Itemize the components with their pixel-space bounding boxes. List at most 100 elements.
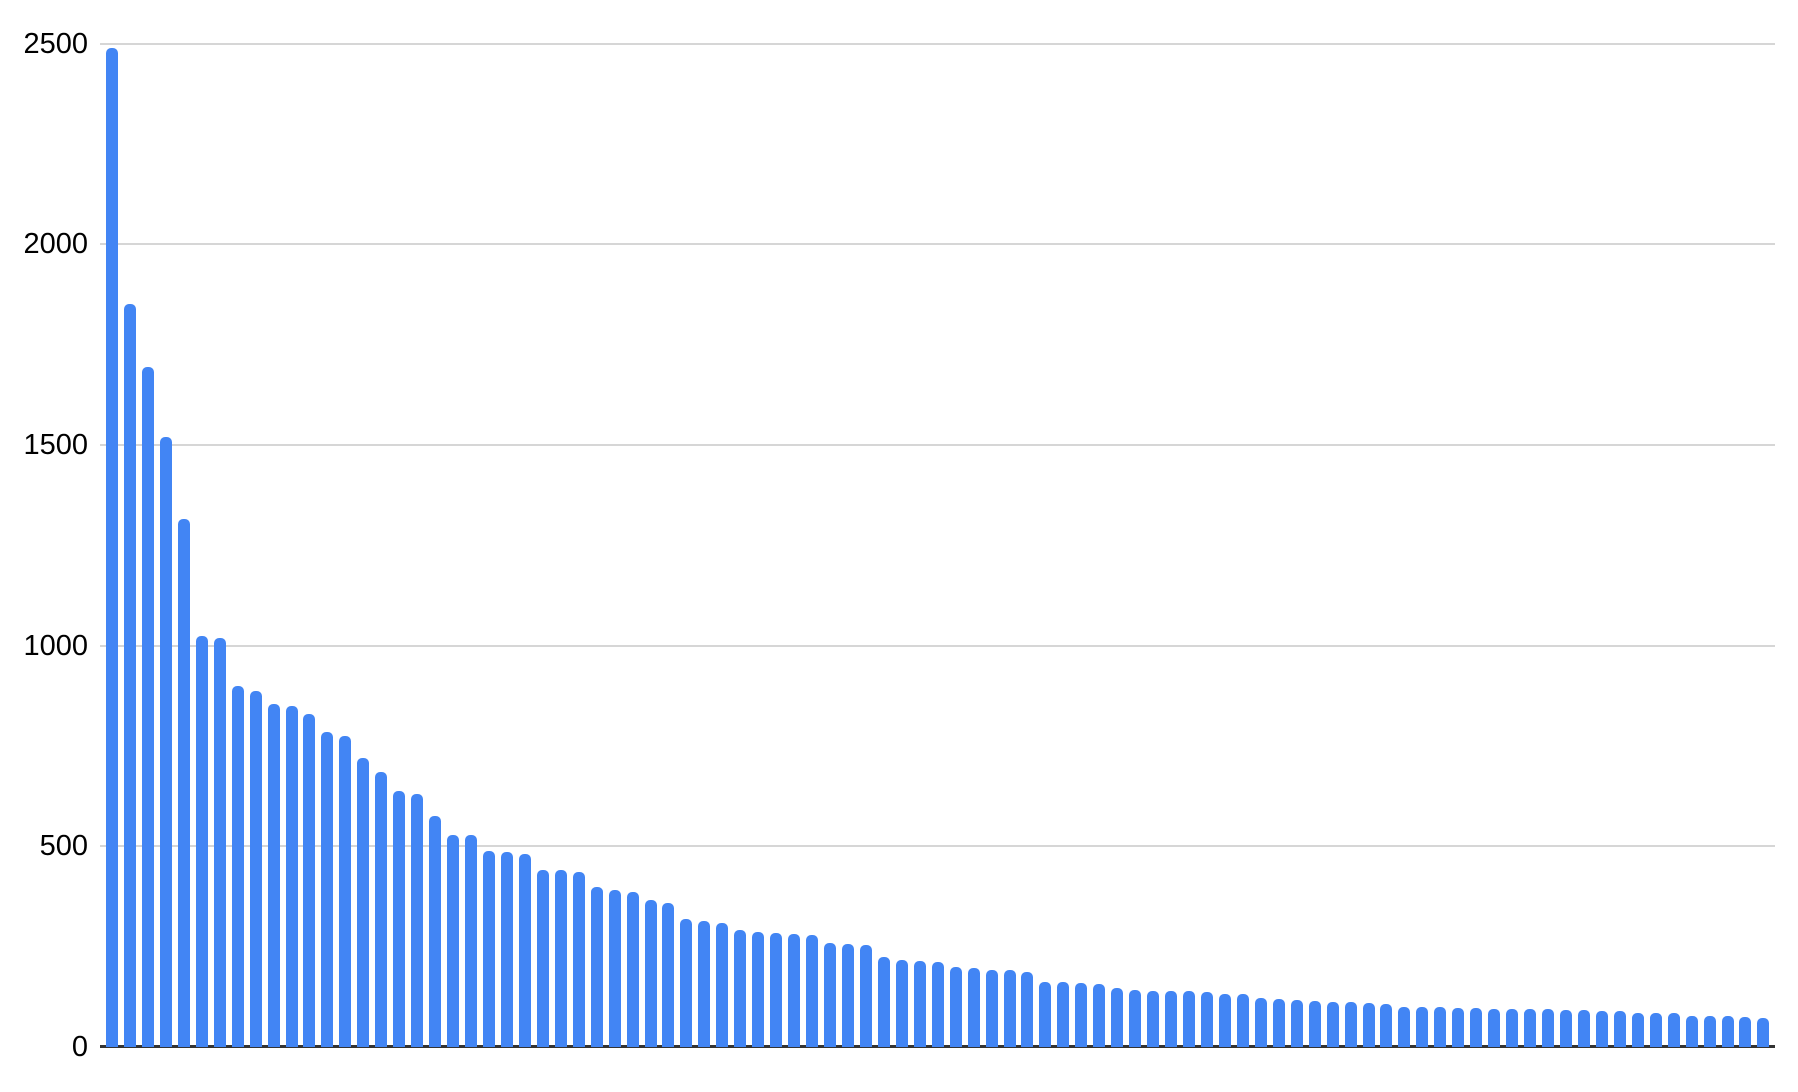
bar bbox=[1147, 990, 1160, 1047]
bar bbox=[267, 703, 280, 1047]
bar bbox=[859, 945, 872, 1047]
bar bbox=[357, 758, 370, 1047]
bar bbox=[770, 933, 783, 1047]
gridline bbox=[100, 845, 1775, 848]
bar bbox=[913, 960, 926, 1047]
bar bbox=[877, 956, 890, 1047]
y-axis: 0 500 1000 1500 2000 2500 bbox=[0, 0, 88, 1092]
bar bbox=[1236, 994, 1249, 1047]
bar bbox=[1613, 1011, 1626, 1047]
bar bbox=[429, 816, 442, 1047]
bar bbox=[572, 872, 585, 1047]
gridline bbox=[100, 243, 1775, 246]
bar bbox=[1470, 1008, 1483, 1047]
bar bbox=[1434, 1007, 1447, 1047]
bar bbox=[1057, 982, 1070, 1047]
bar bbox=[1254, 998, 1267, 1047]
y-axis-tick-label: 1000 bbox=[23, 629, 88, 662]
bar bbox=[231, 685, 244, 1047]
bar bbox=[1739, 1017, 1752, 1047]
bar bbox=[518, 853, 531, 1047]
bar bbox=[536, 869, 549, 1047]
bar bbox=[1631, 1012, 1644, 1047]
bar bbox=[895, 960, 908, 1047]
bar bbox=[375, 771, 388, 1047]
bar bbox=[213, 637, 226, 1047]
bar bbox=[177, 519, 190, 1047]
bar bbox=[141, 366, 154, 1047]
plot-area bbox=[100, 0, 1775, 1048]
y-axis-tick-label: 0 bbox=[71, 1031, 88, 1063]
bar bbox=[644, 900, 657, 1047]
bar bbox=[931, 961, 944, 1047]
bar bbox=[249, 691, 262, 1047]
bar bbox=[1398, 1006, 1411, 1047]
bar bbox=[1757, 1017, 1770, 1047]
bar bbox=[1326, 1001, 1339, 1047]
bar bbox=[1685, 1015, 1698, 1047]
bar bbox=[1183, 991, 1195, 1047]
bar bbox=[1721, 1016, 1734, 1047]
bar bbox=[500, 852, 513, 1047]
bar bbox=[841, 944, 854, 1047]
bar bbox=[967, 968, 980, 1047]
bar bbox=[285, 705, 298, 1047]
bar bbox=[1649, 1013, 1662, 1047]
bar bbox=[106, 47, 118, 1047]
bar bbox=[1308, 1000, 1321, 1047]
gridline bbox=[100, 644, 1775, 647]
bar bbox=[339, 735, 352, 1047]
bar bbox=[1380, 1003, 1393, 1047]
bar bbox=[195, 635, 208, 1047]
bar bbox=[1542, 1009, 1554, 1047]
bar bbox=[447, 834, 460, 1047]
bar bbox=[590, 887, 603, 1047]
bar bbox=[1703, 1015, 1716, 1047]
gridline bbox=[100, 443, 1775, 446]
bar bbox=[1129, 990, 1142, 1047]
bar bbox=[1165, 990, 1178, 1047]
gridline bbox=[100, 42, 1775, 45]
y-axis-tick-label: 1500 bbox=[23, 428, 88, 461]
bar bbox=[1003, 970, 1016, 1047]
bar bbox=[1524, 1009, 1537, 1047]
bar bbox=[1452, 1007, 1465, 1047]
bar bbox=[806, 934, 819, 1047]
y-axis-tick-label: 500 bbox=[39, 830, 88, 863]
bar bbox=[1416, 1007, 1429, 1047]
y-axis-tick-label: 2000 bbox=[23, 228, 88, 261]
bar bbox=[1039, 981, 1052, 1047]
bar bbox=[1559, 1009, 1572, 1047]
bar bbox=[554, 870, 567, 1047]
bar bbox=[1667, 1013, 1680, 1047]
bar bbox=[411, 794, 424, 1047]
bar bbox=[465, 835, 477, 1047]
bar bbox=[734, 930, 747, 1047]
bar bbox=[321, 731, 334, 1047]
bar bbox=[824, 942, 836, 1047]
bar bbox=[1595, 1010, 1608, 1047]
bar bbox=[303, 713, 316, 1047]
bar bbox=[680, 919, 693, 1047]
bar bbox=[123, 304, 136, 1047]
bar bbox=[1218, 993, 1231, 1047]
bar bbox=[1362, 1002, 1375, 1047]
bar bbox=[608, 890, 621, 1047]
bar bbox=[1344, 1002, 1357, 1047]
bar bbox=[662, 902, 675, 1047]
bar bbox=[159, 436, 172, 1047]
bar bbox=[1075, 983, 1088, 1047]
bar bbox=[1093, 983, 1106, 1047]
bar bbox=[949, 966, 962, 1047]
bar bbox=[1577, 1010, 1590, 1047]
bar bbox=[698, 920, 711, 1047]
bar bbox=[1290, 1000, 1303, 1047]
bar bbox=[393, 790, 406, 1047]
bar bbox=[482, 851, 495, 1047]
bar bbox=[1200, 992, 1213, 1047]
bar bbox=[752, 932, 765, 1047]
bar bbox=[1021, 971, 1034, 1047]
bar bbox=[788, 933, 801, 1047]
bar bbox=[716, 922, 729, 1047]
